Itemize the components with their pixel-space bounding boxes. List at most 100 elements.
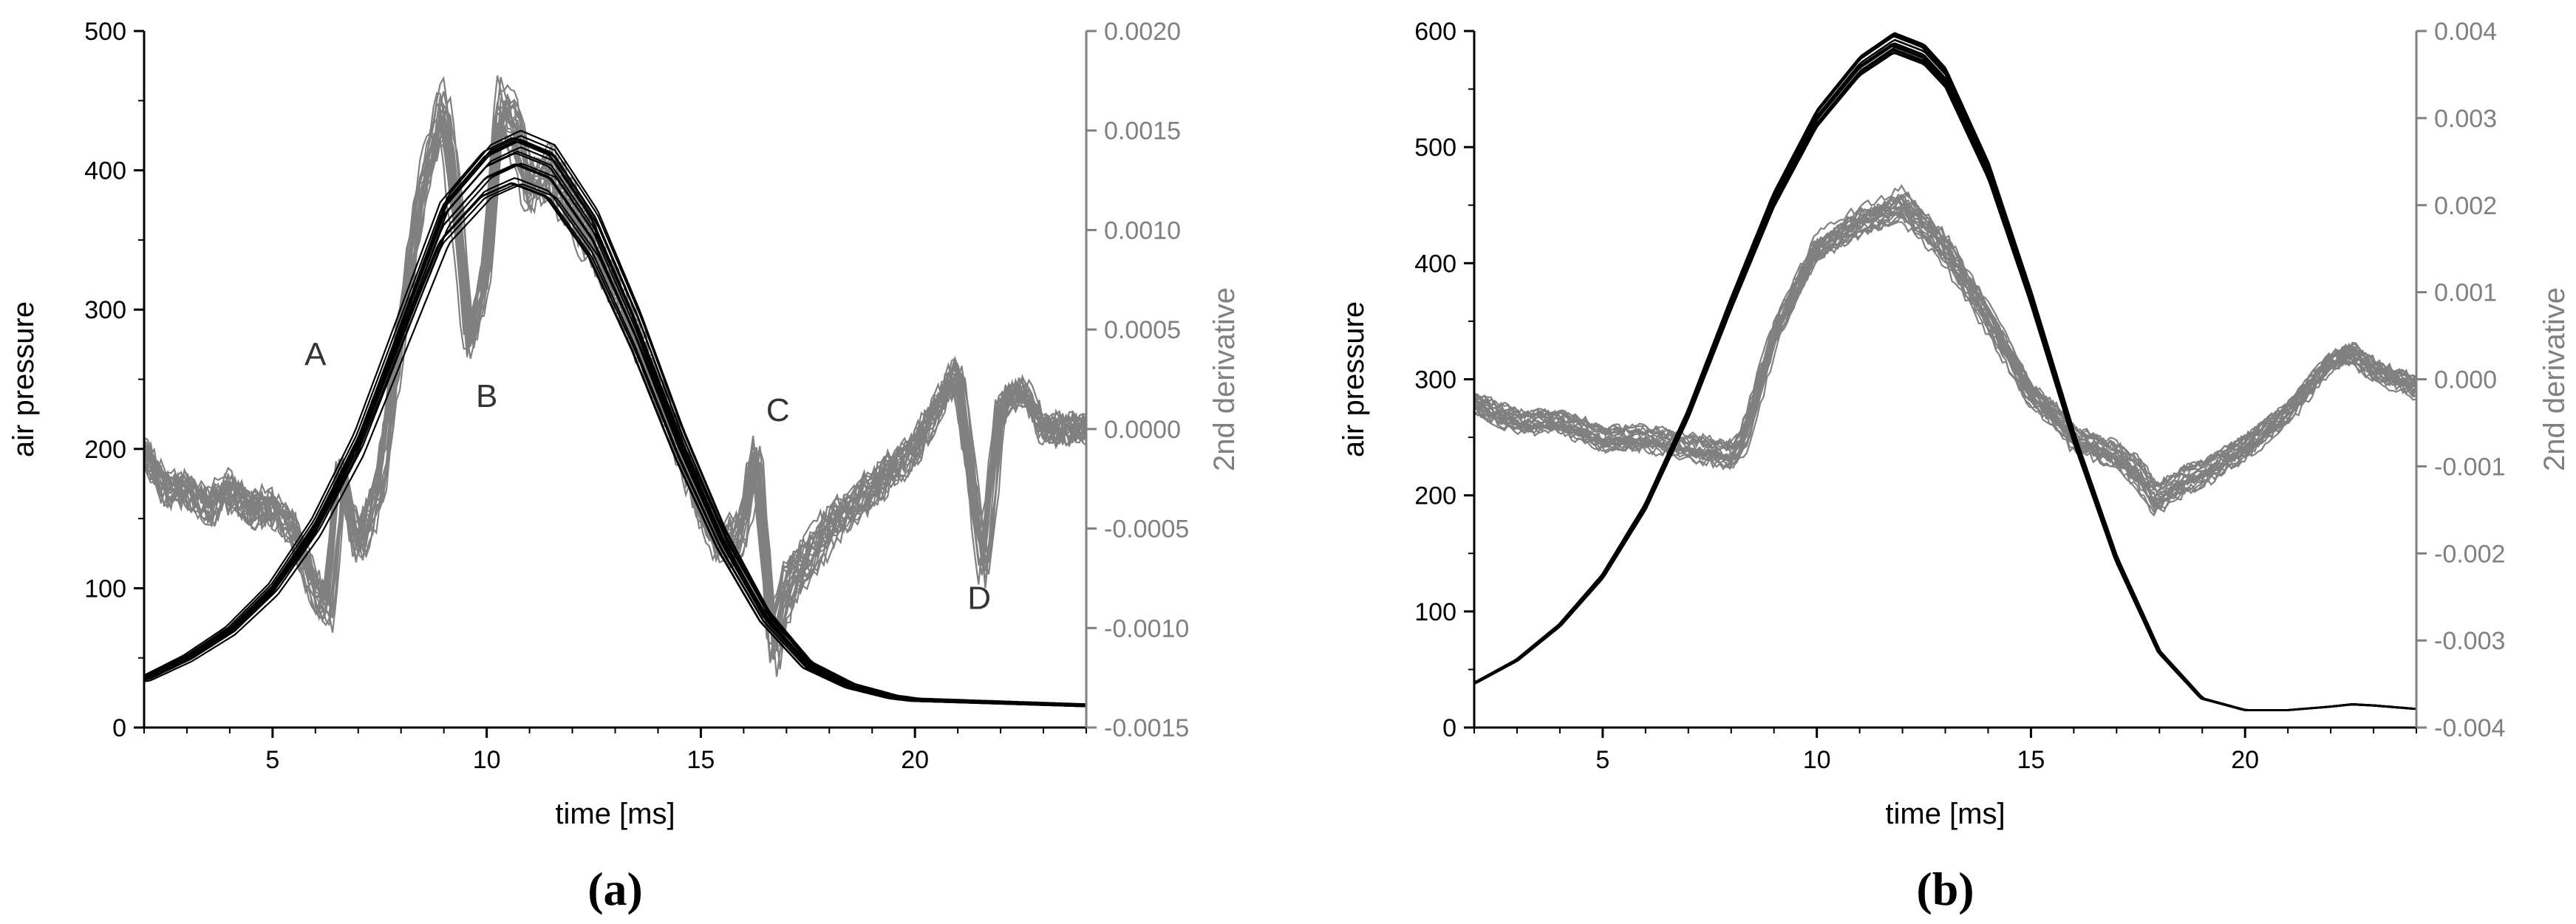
y2-tick-label-b: -0.001 — [2434, 453, 2505, 481]
y2-tick-label-a: 0.0000 — [1104, 416, 1181, 444]
derivative-series-a — [144, 75, 1086, 677]
y2-tick-label-b: -0.004 — [2434, 714, 2505, 742]
derivative-trace-b — [1474, 221, 2416, 502]
pressure-trace-b — [1474, 35, 2416, 711]
annotation-d-a: D — [967, 581, 991, 617]
x-axis-label-a: time [ms] — [555, 798, 675, 830]
pressure-trace-b — [1474, 45, 2416, 711]
y-tick-label-b: 400 — [1414, 250, 1456, 278]
pressure-trace-a — [144, 140, 1086, 705]
annotation-c-a: C — [766, 392, 790, 428]
pressure-trace-b — [1474, 49, 2416, 711]
x-tick-label-a: 10 — [473, 746, 501, 774]
pressure-trace-b — [1474, 48, 2416, 711]
y2-axis-label-a: 2nd derivative — [1208, 287, 1241, 471]
y-tick-label-b: 200 — [1414, 482, 1456, 510]
panel-label-b: (b) — [1916, 863, 1974, 915]
pressure-trace-b — [1474, 35, 2416, 711]
y2-tick-label-b: 0.002 — [2434, 192, 2497, 220]
annotation-b-a: B — [476, 378, 497, 414]
pressure-trace-a — [144, 164, 1086, 707]
pressure-trace-b — [1474, 35, 2416, 711]
series-layer-b — [1474, 32, 2416, 711]
x-tick-label-b: 10 — [1803, 746, 1831, 774]
y2-tick-label-a: -0.0005 — [1104, 516, 1189, 544]
panel-label-a: (a) — [587, 863, 643, 915]
y-tick-label-b: 300 — [1414, 366, 1456, 394]
x-tick-label-a: 20 — [901, 746, 929, 774]
pressure-trace-a — [144, 150, 1086, 706]
y2-tick-label-b: -0.003 — [2434, 627, 2505, 655]
y2-tick-label-a: 0.0015 — [1104, 117, 1181, 146]
pressure-trace-b — [1474, 52, 2416, 711]
y2-tick-label-a: -0.0015 — [1104, 714, 1189, 742]
y-tick-label-b: 0 — [1442, 714, 1456, 742]
y-tick-label-a: 200 — [84, 436, 126, 464]
pressure-trace-a — [144, 138, 1086, 705]
pressure-trace-a — [144, 162, 1086, 707]
pressure-trace-a — [144, 140, 1086, 705]
y2-tick-label-b: 0.004 — [2434, 18, 2497, 46]
pressure-trace-b — [1474, 51, 2416, 711]
derivative-trace-a — [144, 120, 1086, 623]
y2-tick-label-b: 0.000 — [2434, 366, 2497, 394]
derivative-trace-a — [144, 103, 1086, 628]
y-tick-label-b: 100 — [1414, 598, 1456, 626]
y-tick-label-b: 500 — [1414, 134, 1456, 162]
pressure-trace-b — [1474, 32, 2416, 711]
y-tick-label-b: 600 — [1414, 18, 1456, 46]
derivative-trace-b — [1474, 196, 2416, 504]
pressure-trace-b — [1474, 38, 2416, 711]
y2-axis-label-b: 2nd derivative — [2538, 287, 2571, 471]
derivative-trace-b — [1474, 211, 2416, 514]
y2-tick-label-a: -0.0010 — [1104, 615, 1189, 643]
x-tick-label-b: 15 — [2017, 746, 2045, 774]
pressure-trace-a — [144, 152, 1086, 706]
derivative-trace-b — [1474, 194, 2416, 517]
y2-tick-label-b: -0.002 — [2434, 540, 2505, 568]
series-layer-a — [144, 75, 1086, 708]
y-axis-label-a: air pressure — [7, 301, 40, 457]
y2-tick-label-a: 0.0010 — [1104, 216, 1181, 244]
y2-tick-label-b: 0.001 — [2434, 279, 2497, 307]
y2-tick-label-b: 0.003 — [2434, 105, 2497, 133]
x-axis-label-b: time [ms] — [1885, 798, 2005, 830]
pressure-trace-b — [1474, 33, 2416, 711]
x-tick-label-a: 5 — [265, 746, 279, 774]
derivative-trace-b — [1474, 198, 2416, 493]
pressure-trace-b — [1474, 33, 2416, 711]
pressure-trace-a — [144, 140, 1086, 706]
derivative-trace-a — [144, 106, 1086, 632]
pressure-trace-b — [1474, 39, 2416, 711]
derivative-trace-b — [1474, 213, 2416, 499]
pressure-trace-b — [1474, 45, 2416, 711]
derivative-trace-b — [1474, 191, 2416, 499]
x-tick-label-a: 15 — [686, 746, 715, 774]
derivative-series-b — [1474, 184, 2416, 517]
pressure-trace-b — [1474, 33, 2416, 711]
y-tick-label-a: 0 — [112, 714, 126, 742]
derivative-trace-b — [1474, 205, 2416, 489]
pressure-series-a — [144, 129, 1086, 708]
derivative-trace-a — [144, 126, 1086, 618]
x-tick-label-b: 5 — [1595, 746, 1609, 774]
y-tick-label-a: 300 — [84, 296, 126, 324]
y2-tick-label-a: 0.0020 — [1104, 18, 1181, 46]
derivative-trace-b — [1474, 184, 2416, 506]
y-tick-label-a: 400 — [84, 157, 126, 185]
x-tick-label-b: 20 — [2231, 746, 2259, 774]
pressure-trace-a — [144, 137, 1086, 705]
pressure-trace-b — [1474, 43, 2416, 711]
pressure-trace-b — [1474, 46, 2416, 711]
pressure-trace-a — [144, 163, 1086, 707]
derivative-trace-b — [1474, 205, 2416, 486]
y-tick-label-a: 500 — [84, 18, 126, 46]
pressure-trace-a — [144, 129, 1086, 705]
y-axis-label-b: air pressure — [1338, 301, 1370, 457]
pressure-trace-a — [144, 134, 1086, 705]
pressure-trace-b — [1474, 42, 2416, 711]
